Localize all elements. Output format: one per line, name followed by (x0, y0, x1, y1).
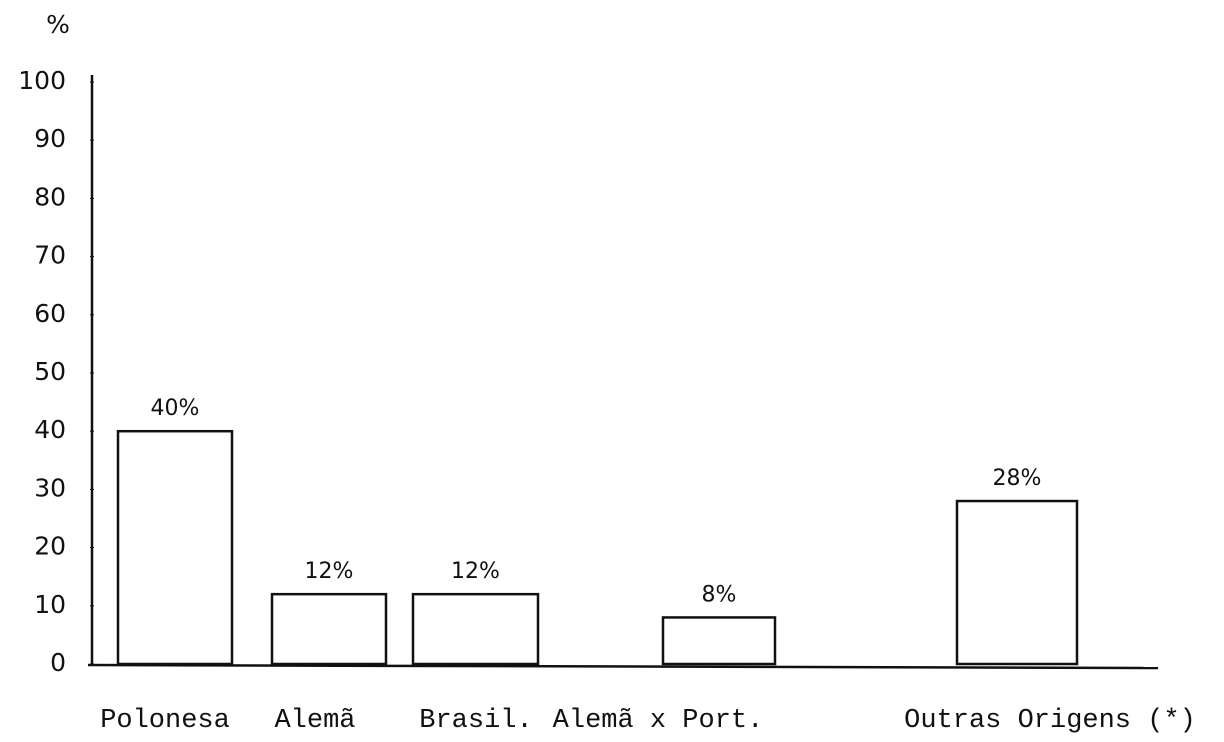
value-label: 8% (702, 582, 737, 607)
y-tick-label: 40 (34, 415, 66, 444)
x-tick-label: Outras Origens (*) (904, 706, 1196, 736)
x-tick-label: Brasil. (419, 706, 532, 736)
value-label: 28% (993, 466, 1042, 491)
y-tick-label: 80 (34, 182, 66, 211)
y-tick-label: 10 (34, 590, 66, 619)
x-tick-label: Alemã x Port. (553, 706, 764, 736)
y-tick-label: 0 (50, 648, 66, 677)
bar (411, 592, 540, 666)
y-tick-label: 60 (34, 299, 66, 328)
x-tick-label: Alemã (274, 706, 355, 736)
value-label: 12% (305, 559, 354, 584)
bar (661, 616, 777, 666)
y-axis-label: % (46, 10, 70, 39)
value-label: 40% (151, 396, 200, 421)
value-label: 12% (451, 559, 500, 584)
y-tick-label: 100 (18, 66, 66, 95)
y-tick-label: 30 (34, 473, 66, 502)
x-axis (87, 663, 1159, 670)
x-tick-label: Polonesa (100, 706, 230, 736)
y-tick-label: 70 (34, 241, 66, 270)
bar (270, 592, 388, 666)
y-tick-label: 50 (34, 357, 66, 386)
y-tick-label: 20 (34, 532, 66, 561)
y-tick-label: 90 (34, 124, 66, 153)
bar (116, 429, 234, 666)
bar (955, 499, 1079, 666)
